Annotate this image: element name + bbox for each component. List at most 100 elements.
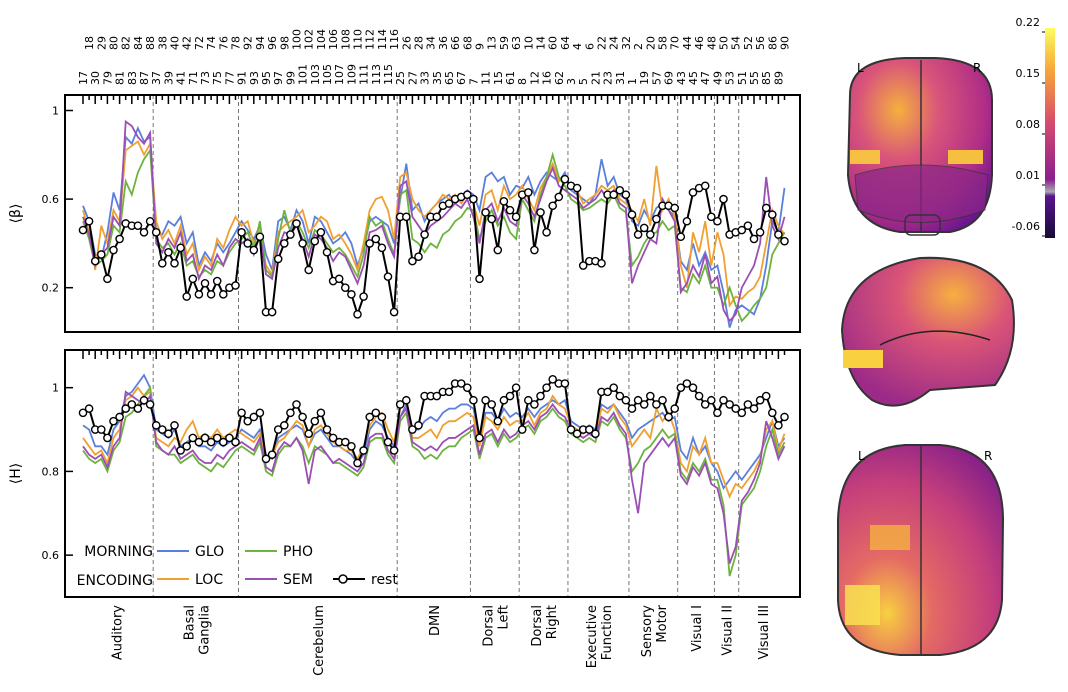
rest-marker <box>609 190 619 199</box>
region-label: 2 <box>632 43 645 50</box>
y-axis-label: ⟨β⟩ <box>8 204 24 224</box>
rest-marker <box>365 412 375 422</box>
rest-marker <box>713 408 722 418</box>
network-label: Visual I <box>690 605 705 652</box>
region-label: 6 <box>583 43 596 50</box>
rest-marker <box>243 239 252 248</box>
rest-marker <box>755 395 765 405</box>
rest-marker <box>200 433 210 443</box>
region-label: 17 <box>77 71 90 85</box>
rest-marker <box>304 429 314 439</box>
network-label: Basal <box>182 605 197 640</box>
rest-marker <box>591 429 600 439</box>
rest-marker <box>578 261 588 270</box>
region-label: 72 <box>193 36 206 50</box>
rest-marker <box>267 307 277 317</box>
region-label: 10 <box>522 36 535 50</box>
region-label: 102 <box>303 29 316 50</box>
region-label: 29 <box>95 36 108 50</box>
region-label: 82 <box>120 36 133 50</box>
rest-marker <box>688 188 698 197</box>
rest-marker <box>231 437 240 447</box>
rest-marker <box>304 265 314 275</box>
region-label: 8 <box>516 78 529 85</box>
rest-marker <box>713 216 722 226</box>
rest-marker <box>261 454 271 464</box>
rest-marker <box>139 228 149 237</box>
rest-marker <box>700 181 710 191</box>
region-label: 33 <box>419 71 432 85</box>
rest-marker <box>78 408 88 418</box>
legend-label: rest <box>371 572 398 588</box>
region-label: 89 <box>772 71 785 85</box>
legend-label: GLO <box>195 544 224 560</box>
rest-marker <box>273 254 283 264</box>
rest-marker <box>749 234 759 244</box>
rest-marker <box>609 383 619 392</box>
region-label: 28 <box>413 36 426 50</box>
rest-marker <box>768 210 777 219</box>
rest-marker <box>493 245 503 255</box>
rest-marker <box>322 425 332 434</box>
rest-marker <box>572 429 582 439</box>
region-label: 53 <box>724 71 737 85</box>
rest-marker <box>481 395 490 405</box>
region-label: 59 <box>498 36 511 50</box>
rest-marker <box>652 400 661 409</box>
legend-title: MORNING <box>84 544 153 560</box>
region-label: 74 <box>205 36 218 50</box>
region-label: 37 <box>150 71 163 85</box>
region-label: 44 <box>681 36 694 50</box>
rest-marker <box>279 239 289 248</box>
region-label: 73 <box>199 71 212 85</box>
region-label: 32 <box>620 36 633 50</box>
rest-marker <box>292 219 301 228</box>
region-label: 45 <box>687 71 700 85</box>
rest-marker <box>682 379 692 388</box>
rest-marker <box>249 245 259 255</box>
region-label: 108 <box>339 29 352 50</box>
rest-marker <box>737 225 747 235</box>
rest-marker <box>164 429 173 439</box>
legend-label: LOC <box>195 572 223 588</box>
rest-marker <box>97 250 106 259</box>
rest-marker <box>231 281 240 290</box>
rest-marker <box>170 421 179 430</box>
rest-marker <box>469 395 478 405</box>
region-label: 61 <box>504 71 517 85</box>
region-label: 64 <box>559 36 572 50</box>
region-label: 4 <box>571 43 584 50</box>
rest-marker <box>401 395 411 405</box>
network-label: Right <box>545 605 560 639</box>
region-label: 31 <box>614 71 627 85</box>
colorbar-tick-label: 0.15 <box>1016 67 1041 80</box>
rest-marker <box>615 185 625 195</box>
rest-marker <box>395 400 405 409</box>
region-label: 58 <box>657 36 670 50</box>
region-label: 97 <box>272 71 285 85</box>
side-label: R <box>973 61 981 75</box>
region-label: 86 <box>766 36 779 50</box>
colorbar-tick-label: 0.22 <box>1016 16 1041 29</box>
rest-marker <box>255 232 265 242</box>
region-label: 98 <box>278 36 291 50</box>
rest-marker <box>542 383 551 392</box>
rest-marker <box>182 292 191 301</box>
region-label: 1 <box>626 78 639 85</box>
rest-marker <box>768 408 777 418</box>
rest-marker <box>212 433 222 443</box>
rest-marker <box>255 408 265 418</box>
region-label: 116 <box>388 29 401 50</box>
rest-marker <box>383 272 393 281</box>
rest-marker <box>554 192 564 202</box>
brain-axial-bottom: L R <box>837 444 1005 656</box>
rest-marker <box>719 395 728 405</box>
region-label: 60 <box>547 36 560 50</box>
rest-marker <box>237 408 246 418</box>
region-label: 101 <box>297 64 310 85</box>
rest-marker <box>725 400 734 409</box>
rest-marker <box>347 290 356 299</box>
region-label: 80 <box>108 36 121 50</box>
rest-marker <box>719 194 728 204</box>
series-line <box>82 385 786 577</box>
